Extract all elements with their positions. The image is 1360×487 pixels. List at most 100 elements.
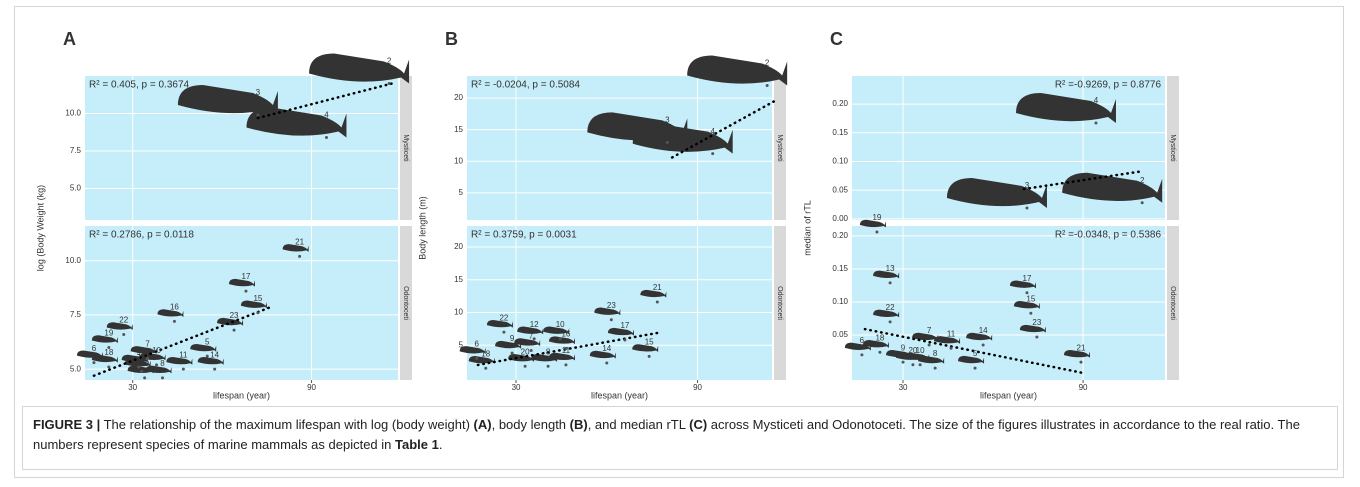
- point: [1094, 122, 1097, 125]
- y-tick-label: 0.20: [832, 231, 848, 240]
- point-label: 11: [947, 329, 956, 338]
- y-tick-label: 5: [459, 188, 464, 197]
- point: [122, 333, 125, 336]
- point: [206, 355, 209, 358]
- point: [161, 376, 164, 379]
- point-label: 16: [561, 330, 570, 339]
- y-tick-label: 0.10: [832, 297, 848, 306]
- point-label: 10: [916, 346, 925, 355]
- point-label: 22: [886, 303, 895, 312]
- point-label: 2: [765, 59, 770, 68]
- stat-annotation: R² =-0.9269, p = 0.8776: [1055, 80, 1162, 91]
- point: [928, 343, 931, 346]
- y-tick-label: 0.05: [832, 185, 848, 194]
- point-label: 3: [256, 88, 261, 97]
- point-label: 12: [530, 320, 539, 329]
- y-tick-label: 5.0: [70, 364, 82, 373]
- point-label: 8: [160, 359, 165, 368]
- point: [1025, 206, 1028, 209]
- point: [648, 355, 651, 358]
- point-label: 8: [933, 349, 938, 358]
- panel-label: B: [445, 29, 458, 49]
- point: [1035, 336, 1038, 339]
- y-tick-label: 0.20: [832, 99, 848, 108]
- stat-annotation: R² = 0.405, p = 0.3674: [89, 80, 190, 91]
- point-label: 5: [973, 349, 978, 358]
- y-axis-label: Body length (m): [417, 196, 427, 260]
- point: [911, 363, 914, 366]
- point-label: 4: [710, 127, 715, 136]
- y-tick-label: 10: [454, 308, 463, 317]
- y-tick-label: 20: [454, 93, 463, 102]
- point-label: 3: [1025, 181, 1030, 190]
- point: [213, 368, 216, 371]
- point-label: 19: [872, 213, 881, 222]
- point: [502, 331, 505, 334]
- point-label: 7: [927, 326, 932, 335]
- point-label: 5: [205, 337, 210, 346]
- point: [623, 339, 626, 342]
- y-tick-label: 0.05: [832, 330, 848, 339]
- point-label: 17: [620, 321, 629, 330]
- point-label: 7: [145, 339, 150, 348]
- stat-annotation: R² = 0.2786, p = 0.0118: [89, 230, 194, 241]
- caption-text: , and median rTL: [588, 417, 689, 432]
- point-label: 2: [1140, 176, 1145, 185]
- x-tick-label: 30: [512, 383, 521, 392]
- point: [878, 351, 881, 354]
- point-label: 6: [860, 336, 865, 345]
- point-label: 16: [170, 303, 179, 312]
- point-label: 17: [242, 272, 251, 281]
- caption-text: (A): [474, 417, 492, 432]
- point: [605, 361, 608, 364]
- point: [298, 255, 301, 258]
- point: [484, 367, 487, 370]
- point-label: 22: [119, 316, 128, 325]
- point-label: 9: [901, 343, 906, 352]
- point-label: 18: [104, 348, 113, 357]
- point-label: 15: [253, 294, 262, 303]
- x-tick-label: 30: [899, 383, 908, 392]
- caption-text: Table 1: [395, 437, 439, 452]
- point: [530, 349, 533, 352]
- point: [173, 320, 176, 323]
- point: [919, 363, 922, 366]
- point-label: 7: [529, 332, 534, 341]
- point: [982, 343, 985, 346]
- point: [256, 311, 259, 314]
- x-tick-label: 90: [1079, 383, 1088, 392]
- point: [974, 367, 977, 370]
- page: Alog (Body Weight (kg)lifespan (year)309…: [0, 0, 1360, 487]
- point: [524, 365, 527, 368]
- point-label: 23: [230, 311, 239, 320]
- point: [950, 347, 953, 350]
- point-label: 4: [324, 111, 329, 120]
- point-label: 6: [474, 339, 479, 348]
- x-axis-label: lifespan (year): [980, 390, 1037, 400]
- point-label: 14: [210, 350, 219, 359]
- facet-strip-label: Mysticeti: [1169, 134, 1176, 162]
- point: [511, 352, 514, 355]
- caption-text: (C): [689, 417, 707, 432]
- facet-strip-label: Odontoceti: [1169, 286, 1176, 320]
- point: [934, 367, 937, 370]
- x-axis-label: lifespan (year): [591, 390, 648, 400]
- y-axis-label: log (Body Weight (kg): [35, 185, 45, 271]
- x-axis-label: lifespan (year): [213, 390, 270, 400]
- y-tick-label: 20: [454, 242, 463, 251]
- stat-annotation: R² =-0.0348, p = 0.5386: [1055, 230, 1162, 241]
- point: [256, 114, 259, 117]
- point: [140, 370, 143, 373]
- point: [610, 318, 613, 321]
- point-label: 20: [521, 347, 530, 356]
- point-label: 14: [602, 344, 611, 353]
- point: [107, 365, 110, 368]
- point-label: 18: [481, 349, 490, 358]
- point: [860, 353, 863, 356]
- point: [889, 281, 892, 284]
- point: [325, 136, 328, 139]
- point: [875, 230, 878, 233]
- facet-strip-label: Mysticeti: [776, 134, 783, 162]
- x-tick-label: 30: [128, 383, 137, 392]
- panel-label: C: [830, 29, 843, 49]
